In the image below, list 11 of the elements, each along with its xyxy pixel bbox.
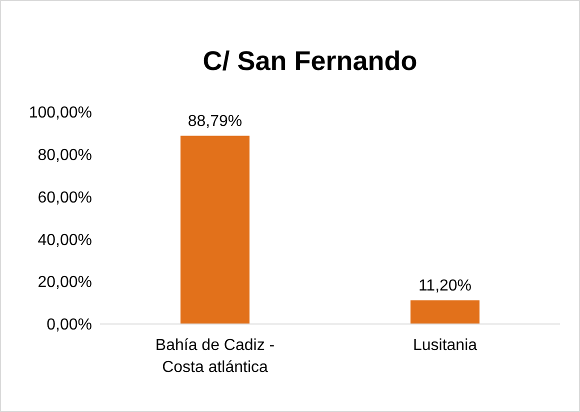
x-tick-label: Bahía de Cadiz - Costa atlántica <box>155 337 275 376</box>
y-tick-label: 0,00% <box>46 316 92 334</box>
x-tick-label: Lusitania <box>412 337 478 354</box>
data-label: 11,20% <box>418 277 472 294</box>
y-tick-label: 20,00% <box>38 274 92 292</box>
y-tick-label: 80,00% <box>38 147 92 164</box>
data-label: 88,79% <box>188 112 242 130</box>
y-tick-label: 40,00% <box>38 232 92 249</box>
y-tick-label: 60,00% <box>38 189 92 206</box>
y-tick-label: 100,00% <box>28 104 92 122</box>
chart-title: C/ San Fernando <box>202 46 418 76</box>
